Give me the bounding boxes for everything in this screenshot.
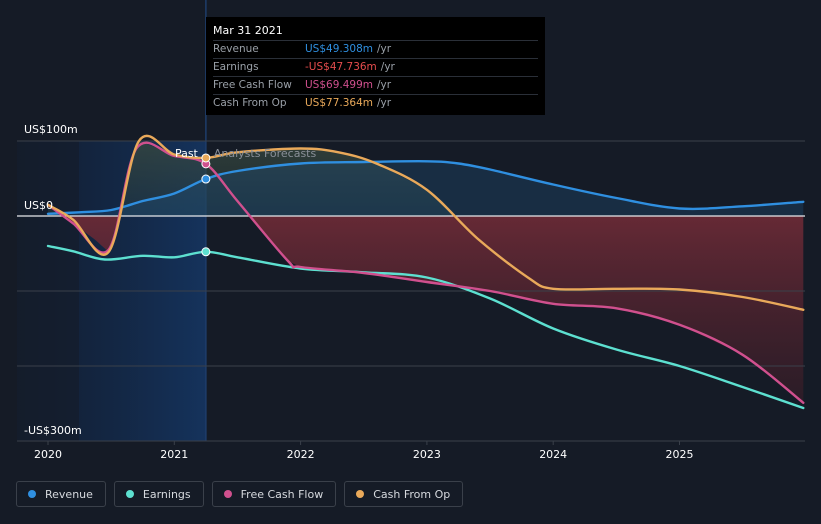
tooltip-label: Revenue — [213, 43, 259, 55]
x-tick-label: 2025 — [666, 448, 694, 461]
tooltip-value: US$69.499m — [305, 79, 373, 91]
positive-area — [48, 141, 804, 216]
legend-item-free-cash-flow[interactable]: Free Cash Flow — [211, 481, 337, 507]
legend-label: Revenue — [45, 487, 93, 501]
forecast-label: Analysts Forecasts — [214, 147, 317, 160]
tooltip-value: -US$47.736m — [305, 61, 377, 73]
legend-item-revenue[interactable]: Revenue — [16, 481, 106, 507]
tooltip-unit: /yr — [377, 97, 392, 109]
legend-dot-icon — [28, 490, 36, 498]
negative-area — [48, 216, 804, 403]
tooltip-label: Free Cash Flow — [213, 79, 292, 91]
marker-cash-from-op — [201, 153, 211, 163]
legend-item-earnings[interactable]: Earnings — [113, 481, 204, 507]
chart-labels: US$100m US$0 -US$300m 2020 2021 2022 2023 2024 2… — [24, 123, 694, 461]
chart-markers — [201, 153, 211, 257]
tooltip-row-revenue: Revenue US$49.308m /yr — [213, 40, 538, 58]
chart-series-lines — [46, 134, 805, 410]
legend-item-cash-from-op[interactable]: Cash From Op — [344, 481, 464, 507]
x-tick-label: 2022 — [287, 448, 315, 461]
x-tick-label: 2024 — [539, 448, 567, 461]
legend-dot-icon — [223, 490, 232, 498]
marker-revenue — [201, 174, 211, 184]
tooltip-label: Earnings — [213, 61, 259, 73]
x-tick-label: 2021 — [160, 448, 188, 461]
tooltip-row-cash-from-op: Cash From Op US$77.364m /yr — [213, 94, 538, 112]
tooltip-value: US$49.308m — [305, 43, 373, 55]
y-tick-label: US$0 — [24, 199, 53, 212]
tooltip-row-free-cash-flow: Free Cash Flow US$69.499m /yr — [213, 76, 538, 94]
chart-gridlines — [17, 140, 805, 445]
legend-label: Free Cash Flow — [240, 487, 324, 501]
legend-label: Earnings — [142, 487, 191, 501]
series-line-cash-from-op — [46, 134, 805, 311]
y-tick-label: -US$300m — [24, 424, 82, 437]
tooltip-row-earnings: Earnings -US$47.736m /yr — [213, 58, 538, 76]
legend: Revenue Earnings Free Cash Flow Cash Fro… — [16, 481, 464, 507]
legend-dot-icon — [125, 490, 134, 498]
y-tick-label: US$100m — [24, 123, 78, 136]
series-line-revenue — [46, 160, 805, 215]
x-tick-label: 2020 — [34, 448, 62, 461]
past-label: Past — [175, 147, 199, 160]
marker-earnings — [201, 247, 211, 257]
legend-label: Cash From Op — [373, 487, 451, 501]
legend-dot-icon — [356, 490, 365, 498]
tooltip-date: Mar 31 2021 — [213, 24, 283, 37]
tooltip-unit: /yr — [377, 43, 392, 55]
tooltip-unit: /yr — [377, 79, 392, 91]
tooltip-label: Cash From Op — [213, 97, 287, 109]
tooltip-unit: /yr — [380, 61, 395, 73]
tooltip: Mar 31 2021 Revenue US$49.308m /yr Earni… — [206, 17, 545, 115]
tooltip-value: US$77.364m — [305, 97, 373, 109]
x-tick-label: 2023 — [413, 448, 441, 461]
